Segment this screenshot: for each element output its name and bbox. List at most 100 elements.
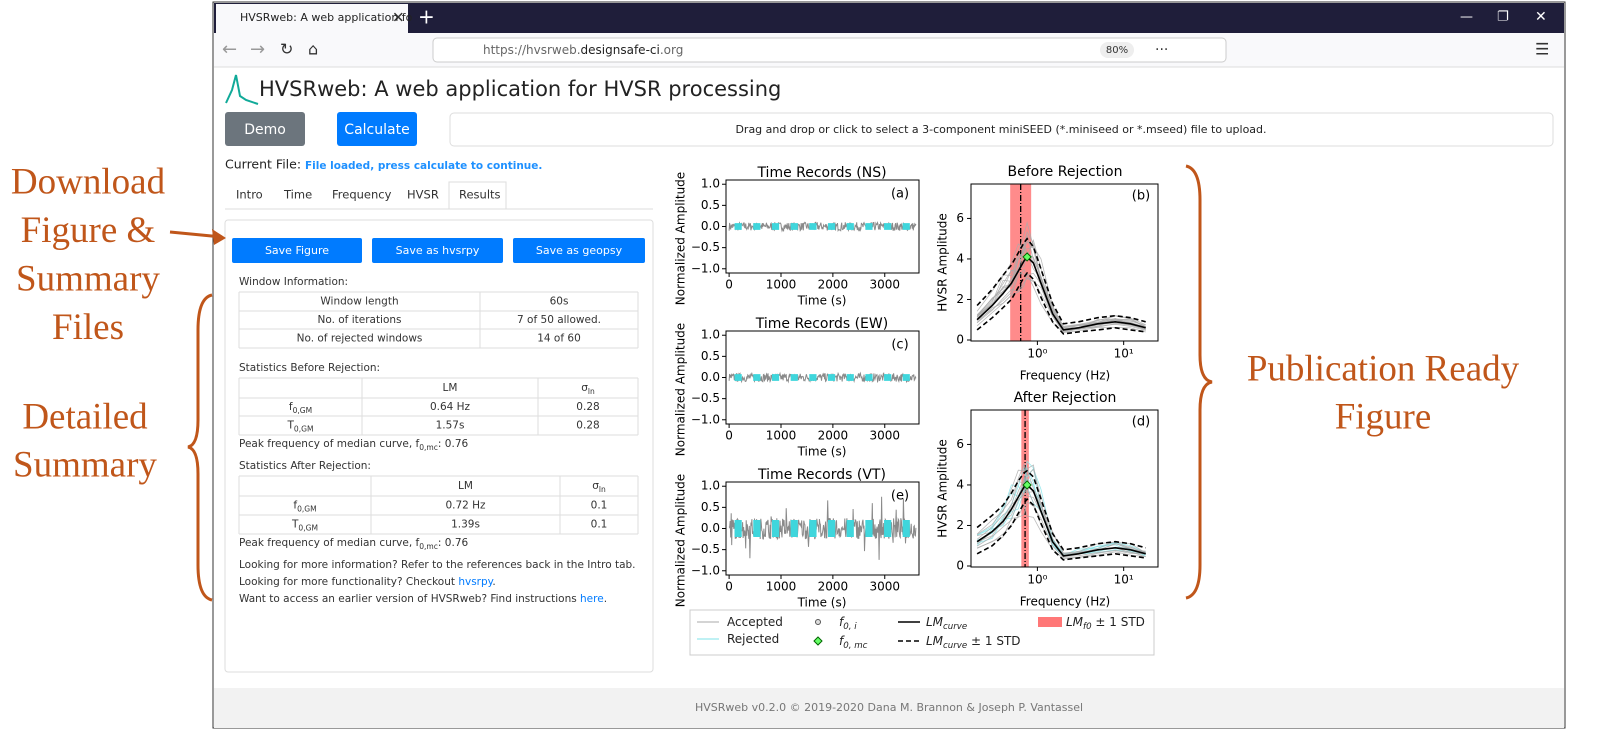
home-button[interactable]: ⌂ — [308, 40, 318, 59]
zoom-badge[interactable] — [1100, 42, 1134, 58]
legend-label: Accepted — [727, 615, 783, 629]
y-tick-label: −0.5 — [691, 391, 720, 405]
table-cell: 0.72 Hz — [445, 500, 486, 512]
button-label: Save Figure — [265, 244, 329, 257]
tab-bar — [214, 3, 1564, 33]
tab-close[interactable]: ✕ — [392, 9, 405, 27]
f0-mc-marker — [1022, 480, 1032, 490]
y-tick-label: −1.0 — [691, 261, 720, 275]
table-cell: T0,GM — [287, 420, 314, 434]
text-part: .org — [660, 43, 684, 57]
plot-letter: (c) — [891, 338, 908, 353]
y-tick-label: 6 — [956, 437, 964, 451]
y-tick-label: −0.5 — [691, 542, 720, 556]
std-curve — [976, 237, 1146, 325]
legend-label: Rejected — [727, 632, 779, 646]
text-part: LM — [926, 615, 944, 629]
legend-label: LMcurve — [926, 615, 967, 632]
subscript: curve — [943, 622, 967, 632]
annotation: Summary — [13, 444, 157, 485]
subscript: curve — [943, 641, 967, 651]
text-part: Accepted — [727, 615, 783, 629]
app-title: HVSRweb: A web application for HVSR proc… — [259, 77, 781, 101]
upload-box[interactable] — [449, 112, 1554, 147]
y-tick-label: 0.0 — [701, 370, 720, 384]
window-curve — [976, 503, 1146, 560]
text-part: ± 1 STD — [967, 634, 1020, 648]
subscript: f0 — [1083, 622, 1092, 632]
hamburger[interactable]: ☰ — [1535, 40, 1549, 59]
text-part: T — [291, 519, 299, 531]
button-label: Save as hvsrpy — [396, 244, 480, 257]
footer-text: HVSRweb v0.2.0 © 2019-2020 Dana M. Brann… — [695, 701, 1083, 714]
peak-frequency: Peak frequency of median curve, f0,mc: 0… — [239, 537, 468, 551]
x-tick-label: 2000 — [818, 278, 849, 292]
new-tab[interactable]: + — [418, 5, 435, 29]
text-part: ± 1 STD — [1092, 615, 1145, 629]
text-part: Peak frequency of median curve, f — [239, 438, 420, 450]
table-cell: 7 of 50 allowed. — [517, 314, 601, 326]
table-cell: No. of iterations — [317, 314, 401, 326]
window-curve — [976, 488, 1146, 557]
current-file-label: Current File: — [225, 157, 301, 172]
plot-title: Time Records (NS) — [756, 165, 886, 181]
x-tick-label: 10⁰ — [1027, 347, 1047, 361]
x-tick-label: 2000 — [818, 580, 849, 594]
close-window[interactable]: ✕ — [1535, 9, 1547, 25]
plot-title: After Rejection — [1014, 390, 1117, 406]
x-axis-label: Frequency (Hz) — [1020, 595, 1111, 609]
y-axis-label: HVSR Amplitude — [936, 213, 950, 312]
button-label: Save as geopsy — [536, 244, 623, 257]
table-cell: f0,GM — [289, 401, 312, 415]
rejected-trace — [734, 520, 910, 537]
button-label: Demo — [244, 122, 286, 138]
x-axis-label: Time (s) — [797, 294, 847, 308]
legend-swatch — [815, 619, 821, 625]
url-bar[interactable] — [432, 37, 1227, 63]
table-header: σln — [581, 382, 595, 396]
text-part: f — [293, 500, 297, 512]
tab[interactable]: Frequency — [332, 188, 392, 202]
text-part: hvsrpy — [458, 576, 493, 588]
back-button[interactable]: ← — [222, 39, 237, 60]
text-part: . — [492, 576, 495, 588]
subscript: ln — [588, 387, 595, 396]
legend-label: LMcurve ± 1 STD — [926, 634, 1021, 651]
x-tick-label: 1000 — [766, 580, 797, 594]
restore[interactable]: ❐ — [1497, 10, 1509, 25]
tab[interactable]: Results — [459, 188, 501, 202]
text-part: Peak frequency of median curve, f — [239, 537, 420, 549]
subscript: 0,mc — [419, 443, 438, 452]
save-button[interactable] — [513, 238, 645, 263]
subscript: 0,mc — [419, 542, 438, 551]
left-brace — [187, 293, 213, 602]
y-axis-label: HVSR Amplitude — [936, 439, 950, 538]
plot-letter: (e) — [891, 489, 909, 504]
tab[interactable]: Time — [283, 188, 312, 202]
annotation: Download — [11, 161, 166, 202]
text-part: Looking for more information? Refer to t… — [239, 559, 636, 571]
subscript: 0,GM — [293, 406, 313, 415]
text-part: f — [839, 615, 845, 629]
active-tab[interactable] — [216, 4, 408, 33]
forward-button[interactable]: → — [250, 39, 265, 60]
y-tick-label: 1.0 — [701, 328, 720, 342]
table-header: LM — [458, 480, 473, 492]
menu-dots[interactable]: ··· — [1155, 42, 1168, 58]
section-heading: Statistics Before Rejection: — [239, 362, 380, 374]
text-part: σ — [592, 480, 599, 492]
save-button[interactable] — [372, 238, 503, 263]
median-curve — [976, 483, 1146, 557]
tab[interactable]: Intro — [236, 188, 263, 202]
y-tick-label: 0.0 — [701, 219, 720, 233]
save-button[interactable] — [232, 238, 362, 263]
tab[interactable]: HVSR — [407, 188, 439, 202]
text-part: LM — [926, 634, 944, 648]
demo-button[interactable] — [225, 112, 305, 146]
table-cell: No. of rejected windows — [297, 333, 423, 345]
calculate-button[interactable] — [337, 112, 417, 146]
minimize[interactable]: — — [1460, 10, 1473, 25]
reload-button[interactable]: ↻ — [280, 40, 293, 59]
table-cell: T0,GM — [291, 519, 318, 533]
